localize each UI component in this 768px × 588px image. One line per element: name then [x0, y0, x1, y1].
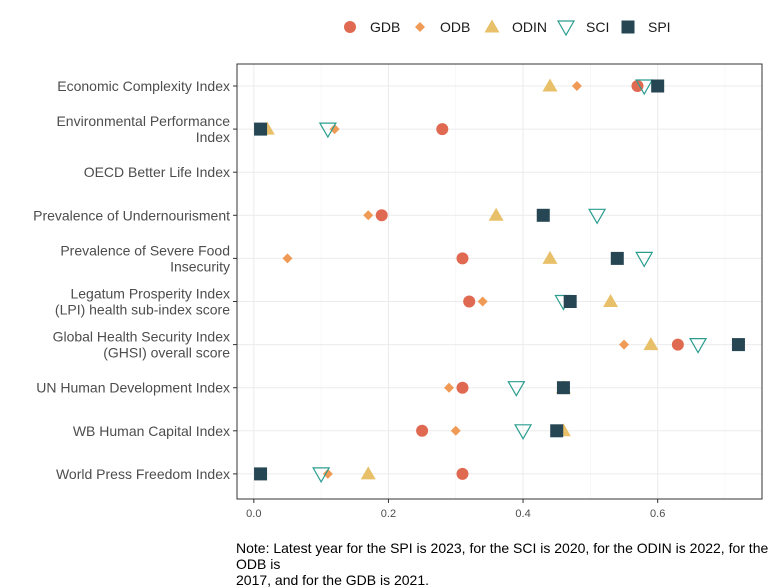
point-odin — [643, 337, 659, 351]
chart-note: Note: Latest year for the SPI is 2023, f… — [236, 540, 768, 588]
x-tick-label: 0.6 — [650, 508, 665, 520]
point-gdb — [436, 123, 449, 136]
point-spi — [610, 251, 624, 265]
point-spi — [563, 295, 577, 308]
y-tick-label: UN Human Development Index — [36, 380, 230, 396]
grid-lines — [237, 64, 762, 499]
point-odin — [603, 294, 619, 307]
point-gdb — [456, 252, 469, 265]
legend-item-sci: SCI — [556, 19, 609, 37]
y-tick-label: Prevalence of Severe Food Insecurity — [60, 242, 230, 274]
y-axis: Economic Complexity Index Environmental P… — [33, 78, 237, 482]
y-tick-label: Economic Complexity Index — [57, 78, 230, 94]
legend-label: ODIN — [512, 19, 547, 35]
y-tick-label: WB Human Capital Index — [73, 423, 230, 439]
x-tick-label: 0.0 — [246, 508, 261, 520]
legend-item-spi: SPI — [621, 19, 671, 35]
point-gdb — [375, 209, 388, 222]
point-sci — [689, 338, 708, 354]
point-sci — [507, 381, 526, 397]
point-odb — [477, 296, 488, 307]
point-odin — [488, 207, 504, 221]
y-tick-label: World Press Freedom Index — [56, 466, 230, 482]
point-spi — [550, 424, 564, 438]
legend-item-odb: ODB — [415, 19, 470, 35]
legend-item-odin: ODIN — [484, 19, 547, 35]
x-tick-label: 0.4 — [515, 508, 530, 520]
plot-panel — [237, 64, 762, 499]
point-odb — [329, 124, 340, 135]
point-sci — [635, 79, 654, 96]
point-spi — [651, 79, 665, 93]
scatter-chart: GDB ODB ODIN SCI SPI Economic Complexity Ind… — [33, 19, 763, 520]
point-odin — [542, 250, 558, 264]
legend: GDB ODB ODIN SCI SPI — [344, 19, 671, 37]
point-gdb — [671, 338, 684, 351]
point-sci — [635, 251, 654, 268]
y-tick-label: Environmental Performance Index — [56, 113, 230, 145]
x-axis: 0.0 0.2 0.4 0.6 — [246, 499, 665, 520]
point-odb — [619, 339, 630, 350]
legend-label: GDB — [370, 19, 400, 35]
point-gdb — [416, 424, 429, 437]
point-spi — [556, 381, 570, 395]
legend-key-odin — [484, 19, 500, 33]
point-sci — [514, 424, 533, 441]
y-tick-label: OECD Better Life Index — [84, 164, 230, 180]
data-points — [254, 78, 745, 484]
point-gdb — [463, 295, 476, 308]
point-gdb — [456, 467, 469, 480]
x-tick-label: 0.2 — [381, 508, 396, 520]
point-odin — [360, 466, 376, 480]
point-odin — [542, 78, 558, 92]
point-odb — [363, 210, 374, 221]
legend-label: SPI — [648, 19, 671, 35]
legend-key-gdb — [344, 21, 356, 33]
point-sci — [318, 122, 337, 139]
legend-item-gdb: GDB — [344, 19, 400, 35]
y-tick-label: Prevalence of Undernourisment — [33, 207, 230, 223]
point-gdb — [631, 80, 644, 92]
legend-key-odb — [415, 22, 425, 32]
point-spi — [731, 338, 745, 352]
point-odb — [444, 382, 455, 393]
legend-key-sci — [556, 20, 576, 37]
plot-border — [236, 63, 763, 500]
point-spi — [254, 122, 268, 136]
y-tick-label: Global Health Security Index (GHSI) overa… — [53, 329, 231, 361]
legend-label: SCI — [586, 19, 609, 35]
point-gdb — [456, 381, 469, 394]
legend-label: ODB — [440, 19, 470, 35]
point-odb — [450, 425, 461, 436]
point-spi — [254, 467, 268, 481]
point-spi — [536, 208, 550, 222]
y-tick-label: Legatum Prosperity Index (LPI) health sub… — [55, 286, 230, 318]
point-sci — [312, 467, 331, 484]
point-odb — [322, 468, 333, 479]
legend-key-spi — [621, 20, 635, 34]
point-odb — [571, 81, 582, 91]
point-odb — [282, 253, 293, 264]
point-sci — [588, 208, 607, 225]
